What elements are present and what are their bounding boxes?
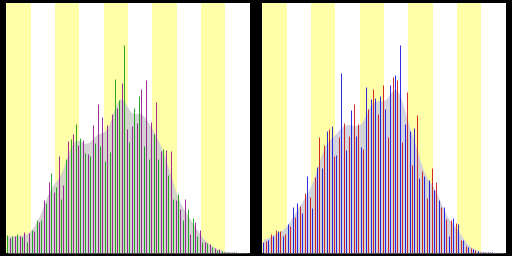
Bar	[103, 3, 128, 253]
Bar	[201, 3, 225, 253]
Bar	[177, 3, 201, 253]
Bar	[79, 3, 103, 253]
Bar	[335, 3, 359, 253]
Bar	[506, 3, 512, 253]
Bar	[433, 3, 457, 253]
Bar	[6, 3, 31, 253]
Bar	[409, 3, 433, 253]
Bar	[55, 3, 79, 253]
Bar	[311, 3, 335, 253]
Bar	[128, 3, 153, 253]
Bar	[153, 3, 177, 253]
Bar	[31, 3, 55, 253]
Bar	[287, 3, 311, 253]
Bar	[359, 3, 384, 253]
Bar	[457, 3, 481, 253]
Bar	[250, 3, 274, 253]
Bar	[384, 3, 409, 253]
Bar	[481, 3, 506, 253]
Bar	[225, 3, 250, 253]
Bar	[262, 3, 287, 253]
